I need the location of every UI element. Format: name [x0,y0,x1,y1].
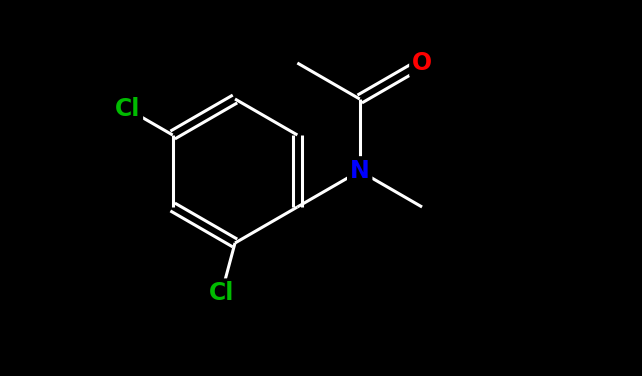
Text: O: O [412,51,432,75]
Text: N: N [350,159,370,183]
Text: Cl: Cl [115,97,141,121]
Text: Cl: Cl [209,281,234,305]
